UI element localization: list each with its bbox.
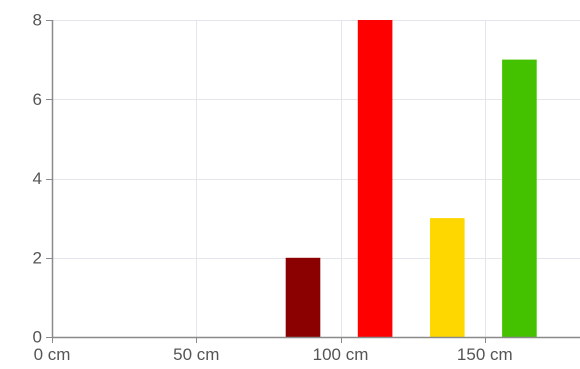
y-tick-label: 0 <box>33 328 42 347</box>
x-tick-label: 50 cm <box>173 345 219 364</box>
bar <box>357 20 393 337</box>
bar-series <box>285 20 537 338</box>
axes <box>46 20 580 343</box>
y-tick-label: 4 <box>33 169 42 188</box>
y-tick-label: 6 <box>33 90 42 109</box>
x-tick-label: 0 cm <box>34 345 71 364</box>
y-tick-label: 8 <box>33 11 42 30</box>
bar <box>430 218 465 337</box>
bar <box>502 59 537 337</box>
x-tick-label: 150 cm <box>457 345 513 364</box>
tick-labels: 0 2 4 6 8 0 cm 50 cm 100 cm 150 cm <box>33 11 513 365</box>
bar <box>285 257 321 338</box>
y-tick-label: 2 <box>33 248 42 267</box>
x-tick-label: 100 cm <box>313 345 369 364</box>
grid-lines <box>52 20 580 337</box>
